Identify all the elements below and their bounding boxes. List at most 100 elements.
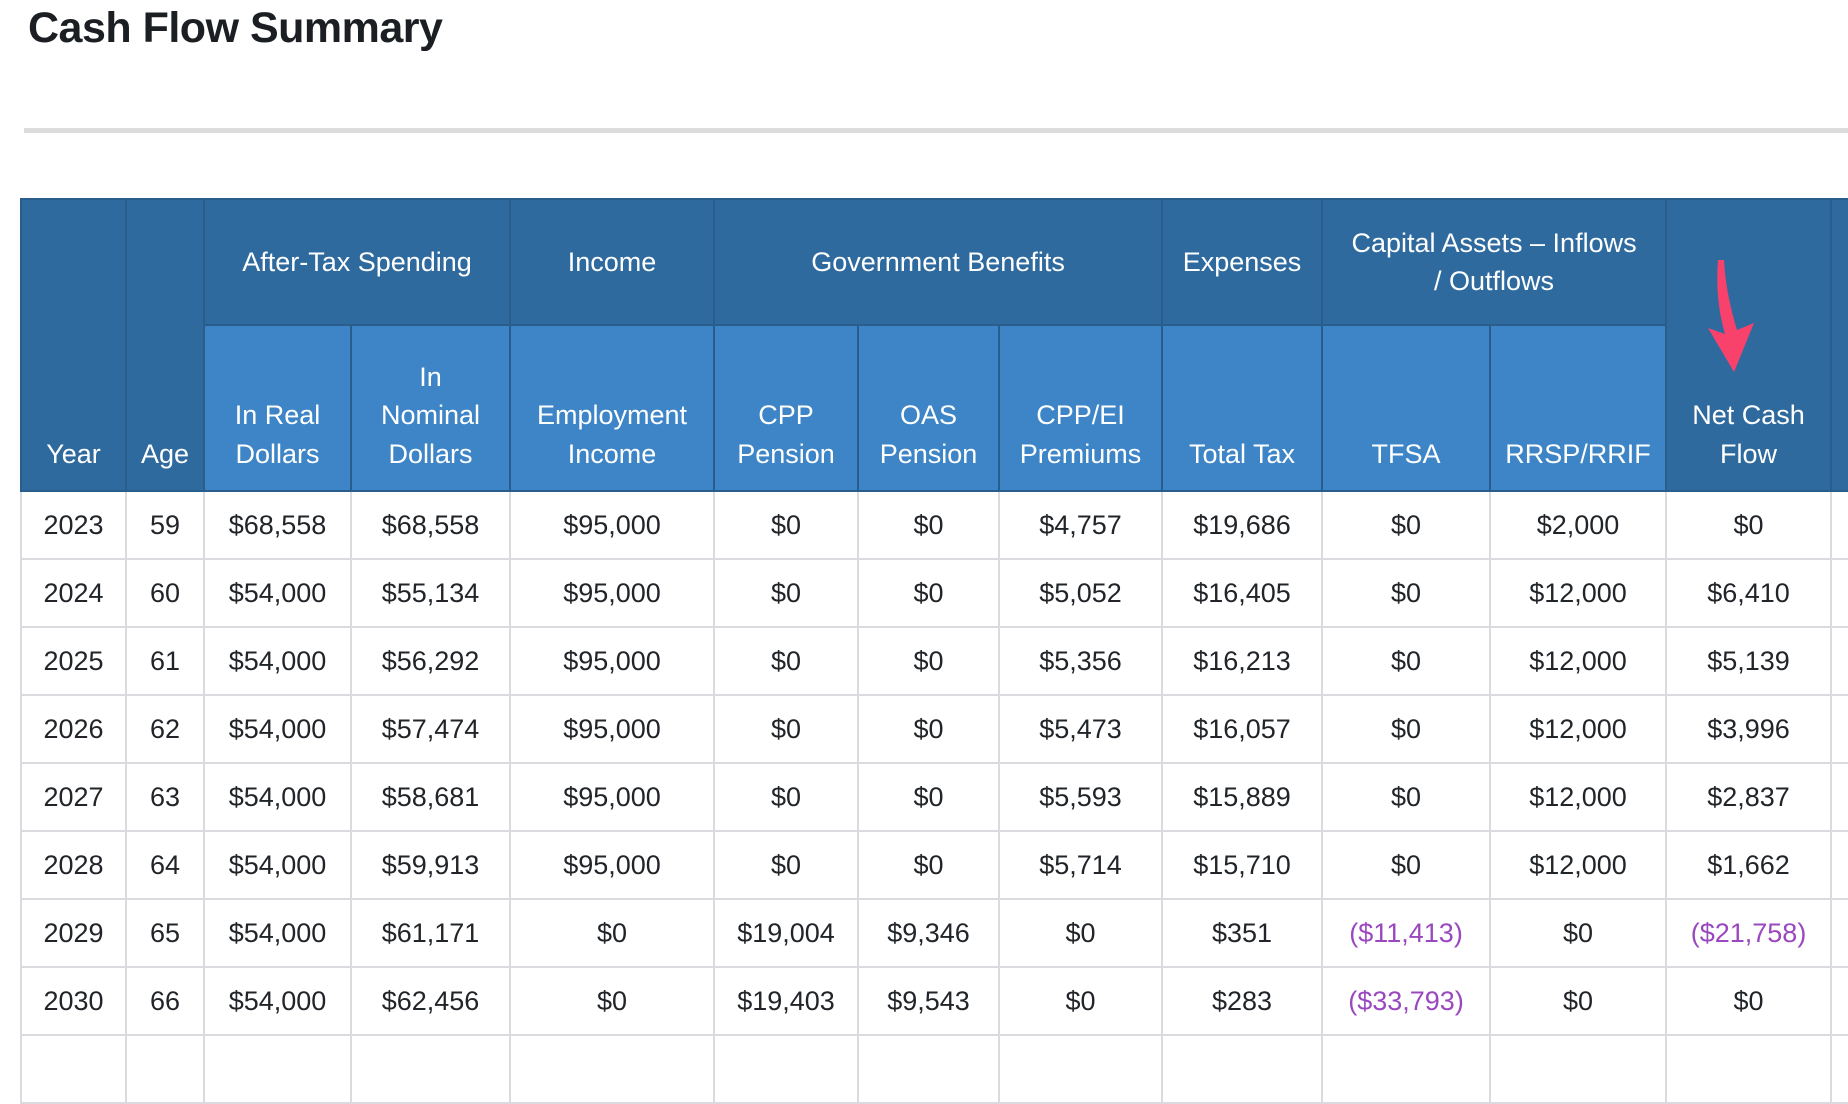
cell-year: 2024 bbox=[20, 558, 127, 628]
column-header-overflow bbox=[1830, 198, 1848, 492]
table-row: 2025 61 $54,000 $56,292 $95,000 $0 $0 $5,356 $16… bbox=[20, 626, 1848, 696]
cell-cpp-pension: $0 bbox=[713, 694, 860, 764]
column-header-age: Age bbox=[125, 198, 205, 492]
cell-total-tax: $15,710 bbox=[1161, 830, 1324, 900]
cell-age: 66 bbox=[125, 966, 205, 1036]
cell-empty bbox=[1665, 1034, 1833, 1104]
group-header-government-benefits: Government Benefits bbox=[713, 198, 1164, 326]
table-row: 2026 62 $54,000 $57,474 $95,000 $0 $0 $5,473 $16… bbox=[20, 694, 1848, 764]
column-header-in-real-dollars-label: In Real Dollars bbox=[234, 400, 321, 469]
column-header-year: Year bbox=[20, 198, 127, 492]
cell-net-cash-flow: $6,410 bbox=[1665, 558, 1833, 628]
cell-empty bbox=[1830, 1034, 1848, 1104]
table-row: 2023 59 $68,558 $68,558 $95,000 $0 $0 $4,757 $19… bbox=[20, 490, 1848, 560]
cell-total-tax: $283 bbox=[1161, 966, 1324, 1036]
table-row: 2028 64 $54,000 $59,913 $95,000 $0 $0 $5,714 $15… bbox=[20, 830, 1848, 900]
cell-total-tax: $16,213 bbox=[1161, 626, 1324, 696]
cell-net-cash-flow: $3,996 bbox=[1665, 694, 1833, 764]
column-header-employment-income: Employment Income bbox=[509, 324, 716, 492]
column-header-net-cash-flow: Net Cash Flow bbox=[1665, 198, 1833, 492]
cell-in-real-dollars: $54,000 bbox=[203, 626, 352, 696]
column-header-tfsa: TFSA bbox=[1321, 324, 1492, 492]
cell-rrsp-rrif: $2,000 bbox=[1489, 490, 1668, 560]
cell-cpp-pension: $0 bbox=[713, 830, 860, 900]
column-header-net-cash-flow-label: Net Cash Flow bbox=[1692, 400, 1805, 469]
cell-in-real-dollars: $54,000 bbox=[203, 830, 352, 900]
cell-employment-income: $95,000 bbox=[509, 490, 716, 560]
cell-cpp-pension: $19,403 bbox=[713, 966, 860, 1036]
cell-age: 64 bbox=[125, 830, 205, 900]
cell-age: 61 bbox=[125, 626, 205, 696]
column-header-in-nominal-dollars-label: In Nominal Dollars bbox=[380, 362, 481, 469]
cell-overflow bbox=[1830, 898, 1848, 968]
table-body: 2023 59 $68,558 $68,558 $95,000 $0 $0 $4,757 $19… bbox=[20, 490, 1848, 1104]
cell-net-cash-flow: ($21,758) bbox=[1665, 898, 1833, 968]
table-row: 2024 60 $54,000 $55,134 $95,000 $0 $0 $5,052 $16… bbox=[20, 558, 1848, 628]
cell-oas-pension: $0 bbox=[857, 626, 1001, 696]
cell-cpp-ei-premiums: $0 bbox=[998, 898, 1164, 968]
cell-rrsp-rrif: $12,000 bbox=[1489, 762, 1668, 832]
cell-oas-pension: $9,346 bbox=[857, 898, 1001, 968]
cell-age: 63 bbox=[125, 762, 205, 832]
cell-employment-income: $95,000 bbox=[509, 694, 716, 764]
cell-rrsp-rrif: $12,000 bbox=[1489, 830, 1668, 900]
cell-tfsa: $0 bbox=[1321, 490, 1492, 560]
group-header-income: Income bbox=[509, 198, 716, 326]
cell-cpp-pension: $0 bbox=[713, 762, 860, 832]
cell-overflow bbox=[1830, 490, 1848, 560]
column-header-rrsp-rrif: RRSP/RRIF bbox=[1489, 324, 1668, 492]
cell-year: 2026 bbox=[20, 694, 127, 764]
cell-in-real-dollars: $54,000 bbox=[203, 558, 352, 628]
cell-oas-pension: $0 bbox=[857, 830, 1001, 900]
cell-total-tax: $16,405 bbox=[1161, 558, 1324, 628]
cell-employment-income: $0 bbox=[509, 898, 716, 968]
cell-cpp-ei-premiums: $5,052 bbox=[998, 558, 1164, 628]
cell-in-nominal-dollars: $56,292 bbox=[349, 626, 512, 696]
cell-rrsp-rrif: $0 bbox=[1489, 966, 1668, 1036]
cell-overflow bbox=[1830, 966, 1848, 1036]
cell-oas-pension: $0 bbox=[857, 762, 1001, 832]
cell-overflow bbox=[1830, 626, 1848, 696]
cell-empty bbox=[125, 1034, 205, 1104]
cell-employment-income: $95,000 bbox=[509, 830, 716, 900]
cell-rrsp-rrif: $12,000 bbox=[1489, 558, 1668, 628]
cell-year: 2025 bbox=[20, 626, 127, 696]
cell-total-tax: $351 bbox=[1161, 898, 1324, 968]
table-row: 2027 63 $54,000 $58,681 $95,000 $0 $0 $5,593 $15… bbox=[20, 762, 1848, 832]
cell-cpp-pension: $0 bbox=[713, 626, 860, 696]
cell-in-real-dollars: $54,000 bbox=[203, 694, 352, 764]
cell-cpp-ei-premiums: $4,757 bbox=[998, 490, 1164, 560]
table-row: 2030 66 $54,000 $62,456 $0 $19,403 $9,543 $0 $28… bbox=[20, 966, 1848, 1036]
cell-net-cash-flow: $5,139 bbox=[1665, 626, 1833, 696]
cell-overflow bbox=[1830, 830, 1848, 900]
cell-in-nominal-dollars: $68,558 bbox=[349, 490, 512, 560]
cell-overflow bbox=[1830, 558, 1848, 628]
cell-total-tax: $15,889 bbox=[1161, 762, 1324, 832]
cell-rrsp-rrif: $12,000 bbox=[1489, 694, 1668, 764]
cell-cpp-ei-premiums: $0 bbox=[998, 966, 1164, 1036]
cell-net-cash-flow: $0 bbox=[1665, 490, 1833, 560]
cell-net-cash-flow: $1,662 bbox=[1665, 830, 1833, 900]
cell-tfsa: $0 bbox=[1321, 830, 1492, 900]
cell-in-real-dollars: $54,000 bbox=[203, 966, 352, 1036]
cell-year: 2028 bbox=[20, 830, 127, 900]
cell-employment-income: $95,000 bbox=[509, 626, 716, 696]
group-header-after-tax-spending: After-Tax Spending bbox=[202, 198, 512, 326]
cell-cpp-ei-premiums: $5,593 bbox=[998, 762, 1164, 832]
cell-empty bbox=[857, 1034, 1001, 1104]
cash-flow-table: Year Age After-Tax Spending Income Gover… bbox=[20, 198, 1848, 1104]
column-header-in-real-dollars: In Real Dollars bbox=[203, 324, 352, 492]
pink-down-arrow-icon bbox=[1708, 260, 1755, 372]
cell-oas-pension: $9,543 bbox=[857, 966, 1001, 1036]
group-header-capital-assets: Capital Assets – Inflows / Outflows bbox=[1321, 198, 1668, 326]
cell-age: 65 bbox=[125, 898, 205, 968]
cell-empty bbox=[713, 1034, 860, 1104]
cell-empty bbox=[349, 1034, 512, 1104]
cell-year: 2030 bbox=[20, 966, 127, 1036]
cell-employment-income: $95,000 bbox=[509, 558, 716, 628]
column-header-cpp-pension: CPP Pension bbox=[713, 324, 860, 492]
group-header-expenses: Expenses bbox=[1161, 198, 1324, 326]
cell-net-cash-flow: $0 bbox=[1665, 966, 1833, 1036]
cell-in-real-dollars: $54,000 bbox=[203, 898, 352, 968]
cell-employment-income: $0 bbox=[509, 966, 716, 1036]
